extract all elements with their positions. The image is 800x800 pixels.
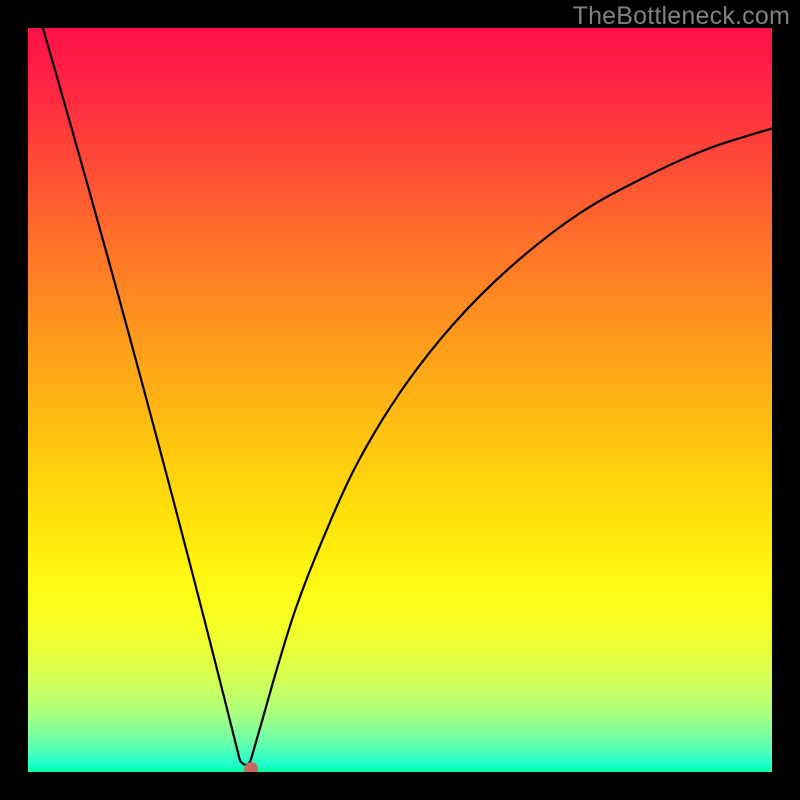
plot-area <box>28 28 772 772</box>
watermark-text: TheBottleneck.com <box>573 2 790 31</box>
chart-frame: TheBottleneck.com <box>0 0 800 800</box>
curve-layer <box>28 28 772 772</box>
bottleneck-curve <box>43 28 772 765</box>
dip-marker <box>244 762 258 772</box>
